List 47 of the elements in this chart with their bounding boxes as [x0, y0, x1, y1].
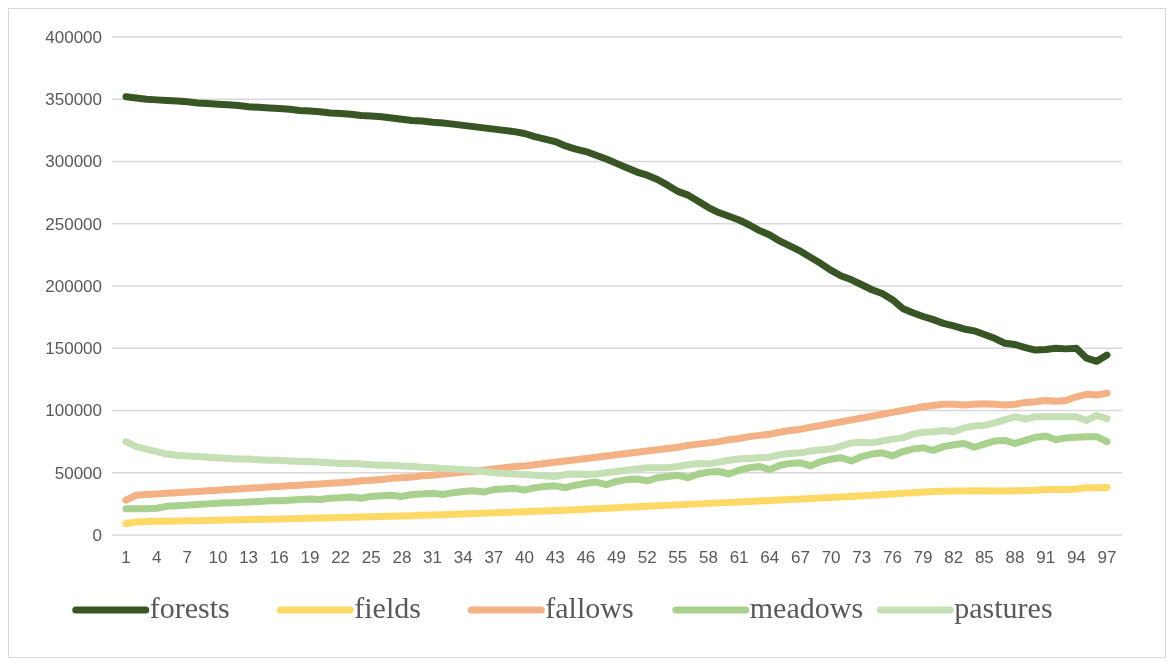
x-tick-label: 61 — [729, 548, 749, 567]
y-tick-label: 50000 — [54, 463, 102, 483]
x-tick-label: 7 — [182, 548, 193, 567]
x-tick-label: 64 — [760, 548, 780, 567]
x-tick-label: 91 — [1036, 548, 1056, 567]
y-tick-label: 150000 — [45, 339, 102, 359]
y-tick-label: 200000 — [45, 276, 102, 296]
x-tick-label: 70 — [821, 548, 841, 567]
x-tick-label: 40 — [515, 548, 534, 567]
x-tick-label: 49 — [607, 548, 626, 567]
x-tick-label: 58 — [699, 548, 718, 567]
x-tick-label: 4 — [151, 548, 162, 567]
x-tick-label: 1 — [121, 548, 131, 567]
x-tick-label: 10 — [208, 548, 228, 567]
x-tick-label: 85 — [974, 548, 994, 567]
legend-label: pastures — [954, 591, 1053, 624]
x-tick-label: 94 — [1066, 548, 1086, 567]
x-tick-label: 34 — [453, 548, 473, 567]
x-tick-label: 16 — [269, 548, 289, 567]
x-tick-label: 73 — [852, 548, 872, 567]
legend-label: meadows — [749, 591, 864, 624]
x-tick-label: 52 — [637, 548, 657, 567]
legend-label: fields — [354, 591, 421, 624]
y-tick-label: 350000 — [45, 90, 102, 110]
x-tick-label: 79 — [913, 548, 933, 567]
x-tick-label: 46 — [576, 548, 596, 567]
x-tick-label: 82 — [944, 548, 964, 567]
x-tick-label: 22 — [331, 548, 351, 567]
x-tick-label: 76 — [882, 548, 902, 567]
legend-label: forests — [149, 591, 230, 624]
y-tick-label: 400000 — [45, 27, 102, 47]
x-tick-label: 19 — [300, 548, 320, 567]
x-tick-label: 97 — [1097, 548, 1117, 567]
x-tick-label: 31 — [423, 548, 443, 567]
x-tick-label: 13 — [239, 548, 259, 567]
x-tick-label: 37 — [484, 548, 504, 567]
x-tick-label: 28 — [392, 548, 412, 567]
y-tick-label: 100000 — [45, 401, 102, 421]
legend-label: fallows — [545, 591, 634, 624]
y-tick-label: 300000 — [45, 152, 102, 172]
y-tick-label: 0 — [92, 525, 102, 545]
x-tick-label: 67 — [790, 548, 810, 567]
x-tick-label: 88 — [1005, 548, 1025, 567]
y-tick-label: 250000 — [45, 214, 102, 234]
x-tick-label: 43 — [545, 548, 565, 567]
x-tick-label: 25 — [361, 548, 381, 567]
x-tick-label: 55 — [668, 548, 688, 567]
